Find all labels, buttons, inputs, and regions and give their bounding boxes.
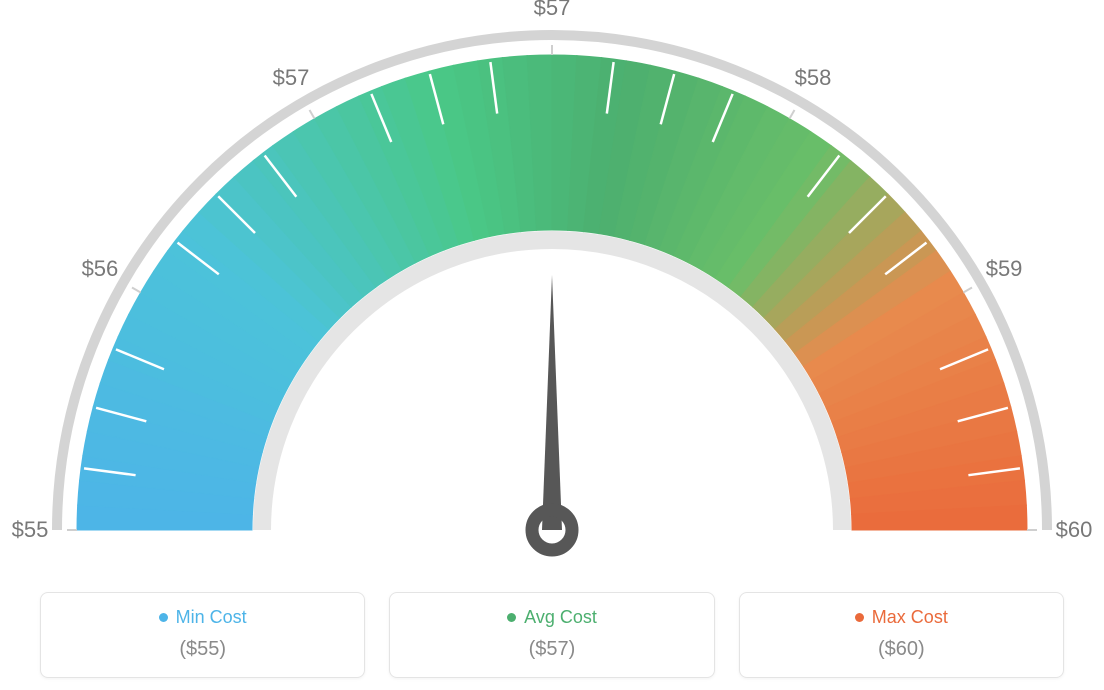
- gauge-svg: [0, 0, 1104, 570]
- legend-value: ($55): [179, 638, 226, 661]
- legend-label: Min Cost: [176, 607, 247, 628]
- legend-card: Min Cost ($55): [40, 592, 365, 678]
- chart-container: $55 $56 $57 $57 $58 $59 $60 Min Cost ($55) Avg C…: [0, 0, 1104, 690]
- gauge-area: $55 $56 $57 $57 $58 $59 $60: [0, 0, 1104, 560]
- gauge-needle: [542, 275, 562, 530]
- legend-label: Avg Cost: [524, 607, 597, 628]
- tick-label: $56: [82, 256, 119, 282]
- legend-label: Max Cost: [872, 607, 948, 628]
- legend-bullet: [855, 613, 864, 622]
- legend-bullet: [159, 613, 168, 622]
- major-tick: [132, 288, 141, 293]
- legend-title: Avg Cost: [507, 607, 597, 628]
- tick-label: $59: [986, 256, 1023, 282]
- major-tick: [963, 288, 972, 293]
- legend-value: ($60): [878, 638, 925, 661]
- tick-label: $58: [795, 65, 832, 91]
- major-tick: [790, 110, 795, 119]
- tick-label: $57: [534, 0, 571, 21]
- legend-row: Min Cost ($55) Avg Cost ($57) Max Cost ($60): [0, 592, 1104, 678]
- tick-label: $57: [273, 65, 310, 91]
- major-tick: [310, 110, 315, 119]
- tick-label: $55: [12, 517, 49, 543]
- legend-bullet: [507, 613, 516, 622]
- legend-value: ($57): [529, 638, 576, 661]
- legend-card: Max Cost ($60): [739, 592, 1064, 678]
- tick-label: $60: [1056, 517, 1093, 543]
- legend-title: Min Cost: [159, 607, 247, 628]
- legend-title: Max Cost: [855, 607, 948, 628]
- legend-card: Avg Cost ($57): [389, 592, 714, 678]
